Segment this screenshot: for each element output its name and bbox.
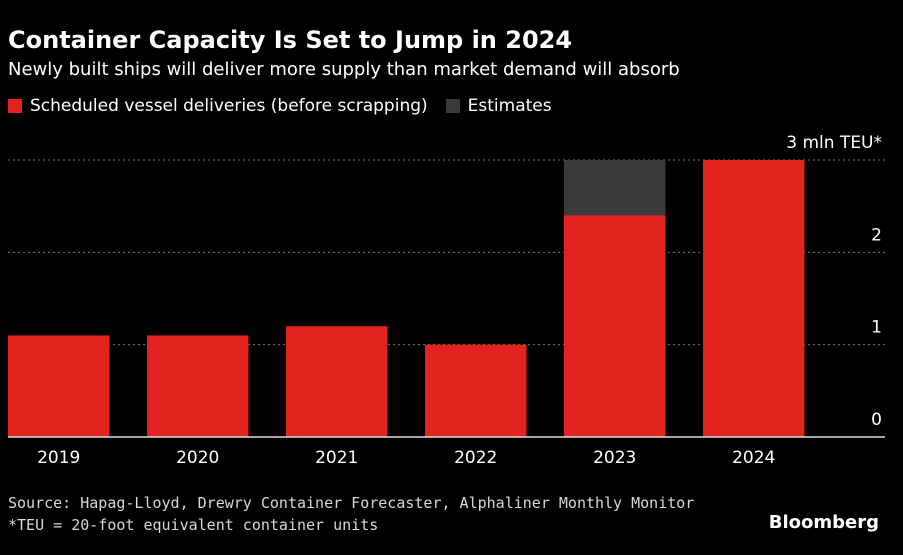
chart-title: Container Capacity Is Set to Jump in 202… bbox=[8, 26, 573, 54]
y-tick-label-3: 3 mln TEU* bbox=[786, 133, 882, 153]
bloomberg-logo: Bloomberg bbox=[768, 512, 879, 533]
legend-swatch-deliveries bbox=[8, 99, 22, 113]
legend-item-estimates: Estimates bbox=[445, 96, 552, 116]
x-tick-label-2023: 2023 bbox=[593, 448, 636, 468]
teu-footnote: *TEU = 20-foot equivalent container unit… bbox=[8, 516, 379, 534]
x-tick-label-2024: 2024 bbox=[732, 448, 775, 468]
legend-swatch-estimates bbox=[445, 99, 460, 113]
bar-deliveries-2022 bbox=[425, 344, 527, 437]
x-tick-label-2021: 2021 bbox=[315, 448, 358, 468]
legend-label-estimates: Estimates bbox=[467, 96, 552, 116]
legend: Scheduled vessel deliveries (before scra… bbox=[8, 96, 570, 116]
legend-label-deliveries: Scheduled vessel deliveries (before scra… bbox=[30, 96, 428, 116]
y-tick-label-0: 0 bbox=[871, 410, 882, 430]
bar-deliveries-2023 bbox=[564, 215, 666, 437]
bar-deliveries-2024 bbox=[703, 160, 805, 437]
legend-item-deliveries: Scheduled vessel deliveries (before scra… bbox=[8, 96, 428, 116]
source-note: Source: Hapag-Lloyd, Drewry Container Fo… bbox=[8, 494, 695, 512]
bar-deliveries-2020 bbox=[147, 335, 249, 437]
bar-deliveries-2021 bbox=[286, 326, 388, 437]
x-tick-label-2022: 2022 bbox=[454, 448, 497, 468]
y-tick-label-1: 1 bbox=[871, 318, 882, 338]
y-tick-label-2: 2 bbox=[871, 225, 882, 245]
x-tick-label-2020: 2020 bbox=[176, 448, 219, 468]
x-tick-label-2019: 2019 bbox=[37, 448, 80, 468]
bar-deliveries-2019 bbox=[8, 335, 110, 437]
bar-chart: 2019 2020 2021 2022 2023 2024 0 1 2 3 mln TEU* bbox=[8, 133, 885, 468]
chart-subtitle: Newly built ships will deliver more supp… bbox=[8, 59, 680, 80]
